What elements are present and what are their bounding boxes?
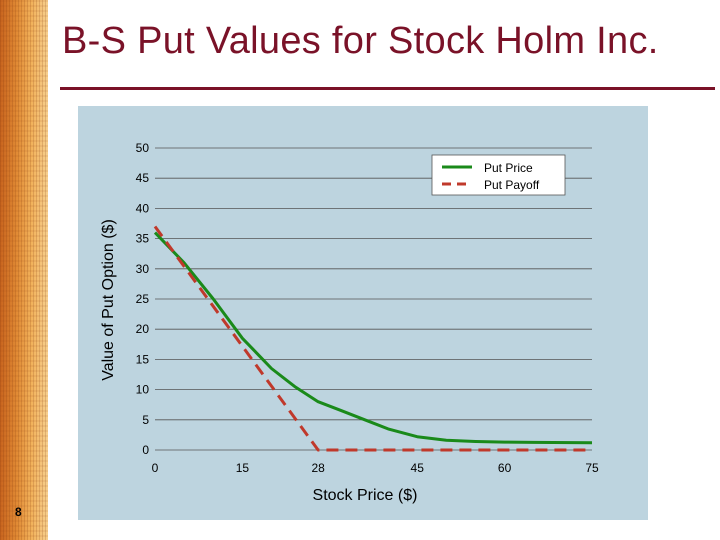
- x-tick-label-60: 60: [498, 461, 512, 475]
- series-line-put-payoff: [153, 225, 592, 452]
- x-tick-label-0: 0: [152, 461, 159, 475]
- series-line-put-price: [153, 231, 593, 445]
- legend-label-put-payoff: Put Payoff: [484, 178, 540, 192]
- y-tick-label-5: 5: [142, 413, 149, 427]
- legend-box: [431, 154, 566, 196]
- y-axis-ticks: 0 5 10 15 20 25 30 35 40 45 50: [136, 141, 150, 457]
- page-number: 8: [15, 505, 22, 519]
- x-tick-label-15: 15: [236, 461, 250, 475]
- x-tick-label-45: 45: [411, 461, 425, 475]
- y-tick-label-35: 35: [136, 232, 150, 246]
- x-axis-label: Stock Price ($): [313, 487, 418, 504]
- chart-legend: Put Price Put Payoff: [431, 154, 566, 196]
- legend-label-put-price: Put Price: [484, 161, 533, 175]
- y-tick-label-15: 15: [136, 352, 150, 366]
- x-axis-ticks: 0 15 28 45 60 75: [152, 461, 599, 475]
- y-tick-label-20: 20: [136, 322, 150, 336]
- decorative-left-band: [0, 0, 48, 540]
- chart-series: [153, 225, 593, 452]
- y-tick-label-10: 10: [136, 383, 150, 397]
- y-axis-label: Value of Put Option ($): [100, 219, 117, 381]
- y-tick-label-0: 0: [142, 443, 149, 457]
- x-tick-label-75: 75: [585, 461, 599, 475]
- slide-title: B-S Put Values for Stock Holm Inc.: [62, 20, 659, 62]
- title-rule: [60, 87, 715, 90]
- y-tick-label-30: 30: [136, 262, 150, 276]
- y-tick-label-25: 25: [136, 292, 150, 306]
- y-tick-label-45: 45: [136, 171, 150, 185]
- y-tick-label-40: 40: [136, 201, 150, 215]
- x-tick-label-28: 28: [311, 461, 325, 475]
- y-tick-label-50: 50: [136, 141, 150, 155]
